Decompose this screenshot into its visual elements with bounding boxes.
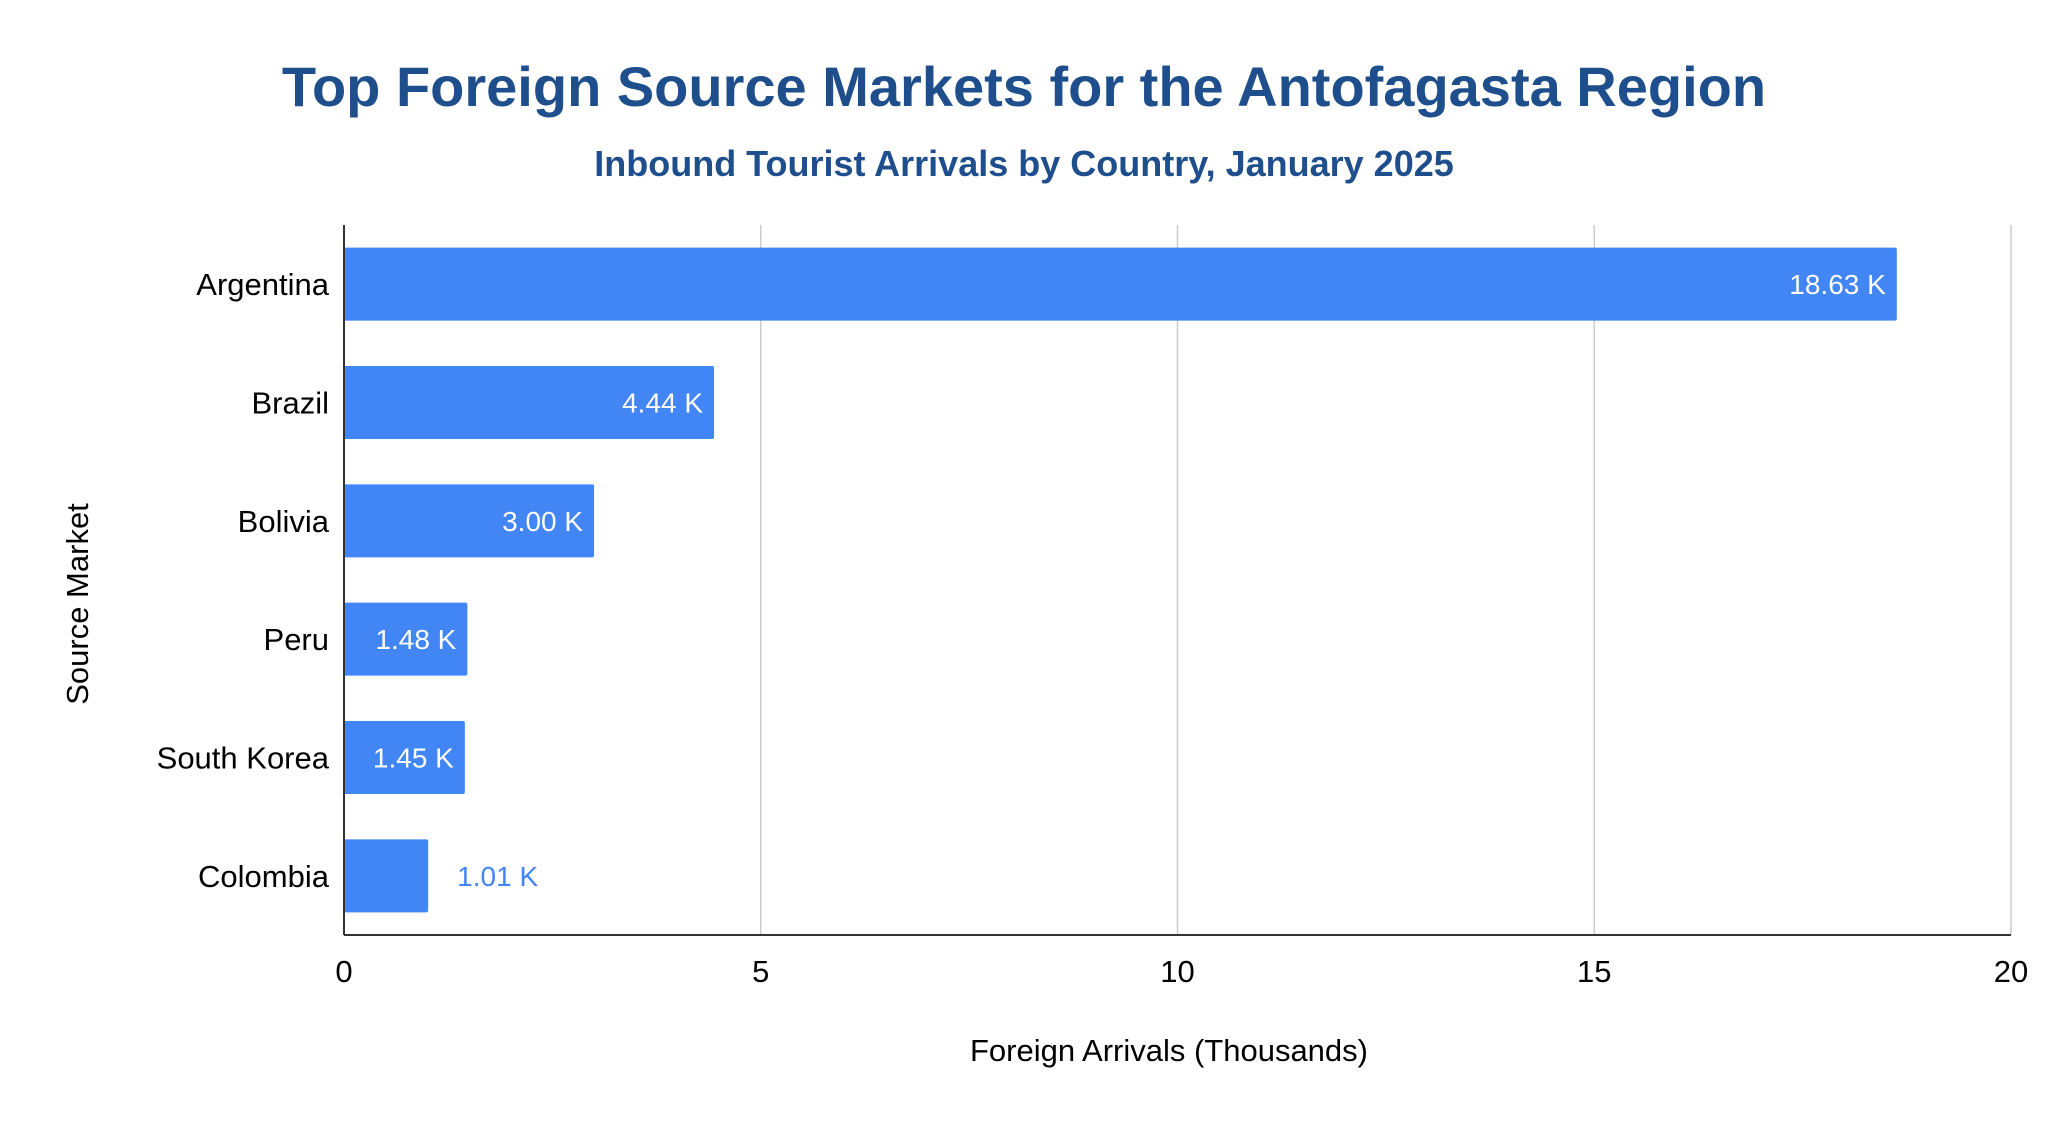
data-label: 1.01 K xyxy=(457,861,538,892)
chart-subtitle: Inbound Tourist Arrivals by Country, Jan… xyxy=(594,143,1454,184)
category-label: Argentina xyxy=(196,267,329,302)
bar xyxy=(344,721,465,794)
axes xyxy=(343,225,2011,936)
data-label: 3.00 K xyxy=(502,506,583,537)
data-label: 4.44 K xyxy=(622,388,703,419)
gridlines xyxy=(760,225,2012,935)
x-tick-label: 15 xyxy=(1577,954,1611,989)
category-label: Bolivia xyxy=(238,504,330,539)
bar xyxy=(344,484,595,558)
x-tick-label: 20 xyxy=(1994,954,2028,989)
bar xyxy=(344,602,468,676)
data-label: 1.45 K xyxy=(373,743,454,774)
data-label: 1.48 K xyxy=(375,624,456,655)
category-label: Colombia xyxy=(198,859,330,894)
x-axis-title: Foreign Arrivals (Thousands) xyxy=(970,1033,1368,1068)
x-tick-label: 5 xyxy=(752,954,769,989)
category-label: South Korea xyxy=(157,741,330,776)
category-label: Peru xyxy=(264,622,329,657)
data-label: 18.63 K xyxy=(1789,269,1886,300)
y-axis-title: Source Market xyxy=(60,503,95,705)
bars xyxy=(344,247,1897,913)
bar xyxy=(344,366,715,439)
bar xyxy=(344,247,1897,321)
category-label: Brazil xyxy=(251,386,329,421)
x-tick-label: 10 xyxy=(1160,954,1194,989)
labels: 0 5 10 15 20 Argentina 18.63 K Brazil 4.44 K Boli… xyxy=(157,267,2029,989)
x-tick-label: 0 xyxy=(335,954,352,989)
bar xyxy=(344,839,429,913)
chart-title: Top Foreign Source Markets for the Antof… xyxy=(282,55,1766,118)
